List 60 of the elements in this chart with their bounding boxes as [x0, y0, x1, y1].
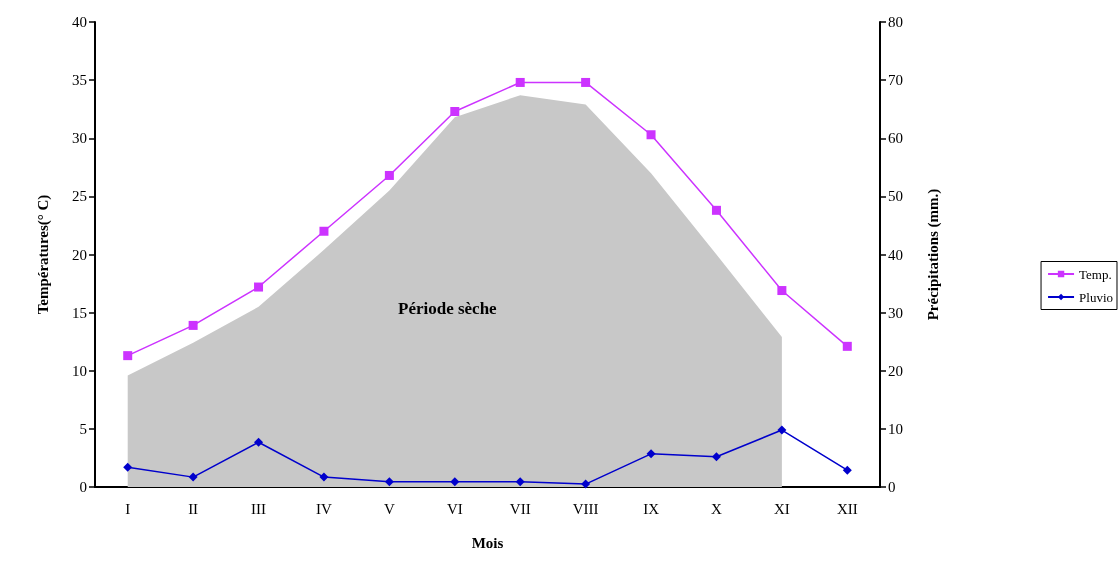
point [581, 479, 591, 489]
y-tick-label: 25 [72, 188, 87, 205]
y2-tick-label: 20 [888, 362, 903, 379]
point [515, 77, 525, 87]
point [777, 425, 787, 435]
point [188, 472, 198, 482]
point [254, 282, 264, 292]
point [123, 351, 133, 361]
point [777, 286, 787, 296]
point [515, 477, 525, 487]
y-tick-label: 40 [72, 14, 87, 30]
point [842, 341, 852, 351]
y2-tick-label: 50 [888, 188, 903, 205]
legend-label: Pluvio [1079, 289, 1114, 305]
x-tick-label: VI [446, 500, 463, 517]
point [711, 205, 721, 215]
annotation: Période sèche [398, 299, 498, 318]
y2-tick-label: 30 [888, 304, 903, 321]
y-tick-label: 5 [79, 420, 87, 437]
point [384, 477, 394, 487]
y-tick-label: 15 [72, 304, 87, 321]
y2-tick-label: 0 [888, 479, 896, 495]
point [123, 462, 133, 472]
y-axis-title: Températures(° C) [34, 194, 52, 315]
x-tick-label: IX [643, 500, 660, 517]
point [646, 130, 656, 140]
y-tick-label: 30 [72, 130, 87, 147]
y2-axis-title: Précipitations (mm.) [924, 188, 942, 321]
y-tick-label: 0 [79, 479, 87, 495]
y-tick-label: 35 [72, 72, 87, 89]
x-tick-label: III [251, 500, 267, 517]
y2-tick-label: 70 [888, 72, 903, 89]
y-tick-label: 20 [72, 246, 87, 263]
point [450, 477, 460, 487]
y2-tick-label: 10 [888, 420, 903, 437]
y2-tick-label: 40 [888, 246, 903, 263]
x-tick-label: XII [836, 500, 858, 517]
x-tick-label: IV [316, 500, 333, 517]
point [384, 170, 394, 180]
point [319, 472, 329, 482]
legend-label: Temp. [1079, 266, 1112, 282]
point [450, 107, 460, 117]
y-tick-label: 10 [72, 362, 87, 379]
point [842, 465, 852, 475]
point [254, 437, 264, 447]
x-tick-label: XI [773, 500, 790, 517]
x-tick-label: VII [509, 500, 531, 517]
x-tick-label: V [383, 500, 395, 517]
y2-tick-label: 80 [888, 14, 903, 30]
point [711, 452, 721, 462]
y2-tick-label: 60 [888, 130, 903, 147]
point [646, 449, 656, 459]
point [188, 320, 198, 330]
x-tick-label: II [188, 500, 199, 517]
x-tick-label: VIII [572, 500, 599, 517]
x-tick-label: I [125, 500, 131, 517]
point [581, 77, 591, 87]
point [319, 226, 329, 236]
x-tick-label: X [711, 500, 723, 517]
x-axis-title: Mois [471, 534, 504, 551]
